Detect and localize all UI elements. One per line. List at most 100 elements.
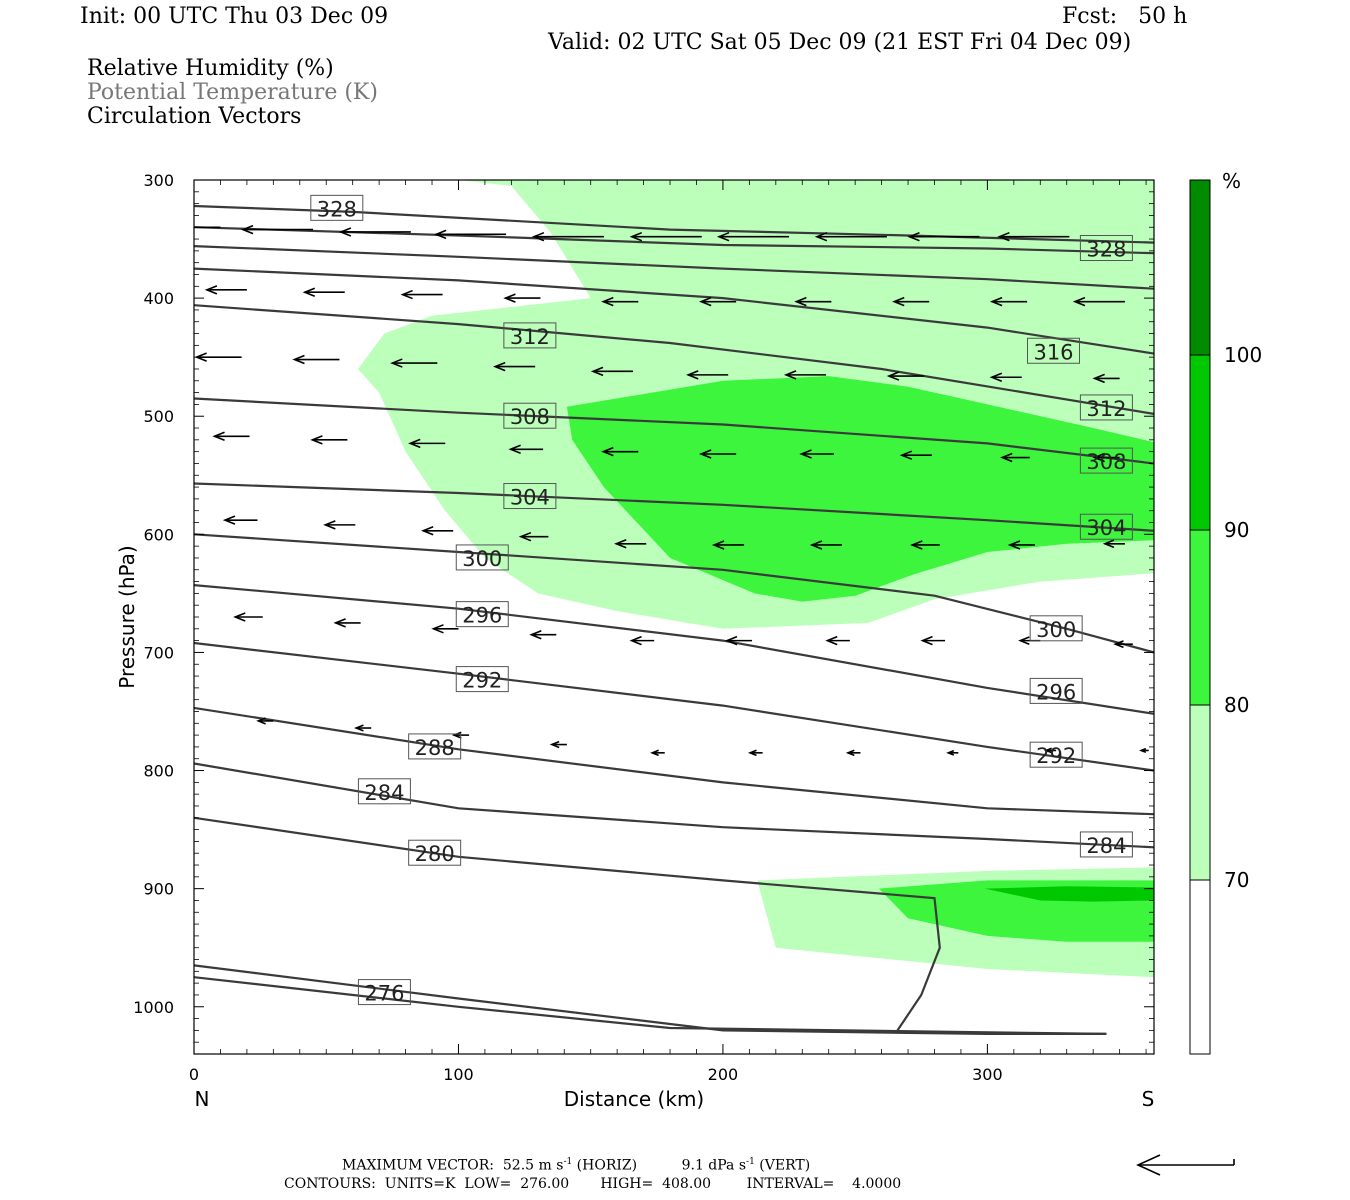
circulation-vector xyxy=(1007,540,1035,550)
theta-contour-292-14 xyxy=(194,641,1154,772)
x-axis-label: Distance (km) xyxy=(564,1087,704,1111)
circulation-vector xyxy=(747,749,763,757)
circulation-vector xyxy=(910,540,940,550)
colorbar-tick-label: 80 xyxy=(1224,693,1249,717)
y-tick-label: 900 xyxy=(143,880,174,899)
circulation-vector xyxy=(892,296,930,307)
circulation-vector xyxy=(529,629,557,640)
circulation-vector xyxy=(629,635,655,646)
theta-contour-300-10 xyxy=(194,533,1154,654)
circulation-vector xyxy=(212,431,250,442)
circulation-vector xyxy=(518,531,549,542)
legend-rh: Relative Humidity (%) xyxy=(87,56,334,81)
theta-label-300: 300 xyxy=(455,544,509,571)
colorbar-tick-label: 100 xyxy=(1224,343,1262,367)
circulation-vector xyxy=(825,635,850,646)
x-end-label-north: N xyxy=(195,1087,210,1111)
colorbar-segment xyxy=(1190,705,1210,880)
circulation-vector xyxy=(451,731,470,739)
theta-label-288: 288 xyxy=(408,733,462,760)
circulation-vector xyxy=(989,372,1022,382)
theta-label-text: 284 xyxy=(1086,834,1126,858)
theta-label-292: 292 xyxy=(1029,741,1083,768)
circulation-vector xyxy=(650,749,665,757)
circulation-vector xyxy=(1092,452,1120,463)
circulation-vector xyxy=(508,444,544,455)
y-tick-label: 1000 xyxy=(133,998,174,1017)
circulation-vector xyxy=(799,449,834,459)
max-vector-label: MAXIMUM VECTOR: xyxy=(342,1157,494,1174)
x-tick-label: 100 xyxy=(443,1065,474,1084)
circulation-vector xyxy=(629,231,702,242)
circulation-vector xyxy=(194,352,242,362)
theta-contour-308-6 xyxy=(194,397,1154,465)
y-axis-label: Pressure (hPa) xyxy=(115,545,139,688)
circulation-vector xyxy=(601,446,639,457)
circulation-vector xyxy=(323,520,356,530)
circulation-vector xyxy=(256,717,274,725)
circulation-vector xyxy=(783,370,827,380)
theta-contour-288-16 xyxy=(194,706,1154,816)
theta-label-296: 296 xyxy=(1029,677,1083,704)
theta-label-text: 316 xyxy=(1033,340,1073,364)
theta-label-276: 276 xyxy=(357,979,411,1006)
theta-contour-328-0 xyxy=(194,204,1154,244)
theta-label-text: 284 xyxy=(364,781,404,805)
circulation-vector xyxy=(1072,296,1125,307)
circulation-vector xyxy=(204,285,247,295)
circulation-vector xyxy=(503,293,541,303)
theta-label-text: 292 xyxy=(462,669,502,693)
colorbar-tick-label: 70 xyxy=(1224,868,1249,892)
circulation-vector xyxy=(408,438,446,449)
circulation-vector xyxy=(698,449,737,459)
circulation-vector xyxy=(433,229,507,240)
circulation-vector xyxy=(431,624,459,634)
theta-label-284: 284 xyxy=(357,778,411,805)
circulation-vector xyxy=(194,226,221,229)
theta-label-304: 304 xyxy=(503,483,557,510)
theta-contour-unlabeled-21 xyxy=(194,976,1107,1035)
max-vector-vert: 9.1 dPa s xyxy=(681,1157,747,1174)
theta-contour-296-12 xyxy=(194,584,1154,715)
valid-time: Valid: 02 UTC Sat 05 Dec 09 (21 EST Fri … xyxy=(548,30,1132,55)
theta-label-300: 300 xyxy=(1029,615,1083,642)
theta-label-text: 300 xyxy=(462,547,502,571)
circulation-vector xyxy=(601,296,639,307)
horiz-exponent: -1 xyxy=(563,1157,573,1167)
max-vector-line: MAXIMUM VECTOR: 52.5 m s-1 (HORIZ) 9.1 d… xyxy=(342,1157,810,1174)
theta-label-text: 308 xyxy=(1086,450,1126,474)
circulation-vector xyxy=(907,231,980,242)
colorbar-tick-label: 90 xyxy=(1224,518,1249,542)
legend-theta: Potential Temperature (K) xyxy=(87,80,378,105)
max-vector-horiz: 52.5 m s xyxy=(502,1157,564,1174)
circulation-vector xyxy=(698,296,737,307)
contour-info: CONTOURS: UNITS=K LOW= 276.00 HIGH= 408.… xyxy=(284,1176,902,1192)
theta-label-text: 312 xyxy=(510,325,550,349)
theta-contour-316-3 xyxy=(194,267,1154,355)
circulation-vector xyxy=(302,287,345,297)
circulation-vector xyxy=(390,358,438,368)
theta-label-312: 312 xyxy=(1079,394,1133,421)
theta-label-text: 296 xyxy=(1036,680,1076,704)
circulation-vector xyxy=(716,231,790,242)
theta-label-text: 308 xyxy=(510,405,550,429)
circulation-vector xyxy=(686,370,729,380)
circulation-vector xyxy=(338,227,411,237)
theta-label-text: 304 xyxy=(1086,516,1126,540)
circulation-vector xyxy=(493,361,536,372)
colorbar-unit: % xyxy=(1222,169,1241,193)
theta-label-text: 300 xyxy=(1036,618,1076,642)
theta-label-text: 288 xyxy=(415,736,455,760)
theta-contour-unlabeled-2 xyxy=(194,245,1154,290)
max-vector-horiz-unit: (HORIZ) xyxy=(572,1157,638,1174)
circulation-vector xyxy=(549,740,567,749)
theta-label-328: 328 xyxy=(310,194,364,221)
circulation-vector xyxy=(310,435,348,445)
circulation-vector xyxy=(1102,539,1125,549)
theta-label-text: 328 xyxy=(317,197,357,221)
theta-label-292: 292 xyxy=(455,666,509,693)
theta-contour-280-19 xyxy=(194,816,941,1032)
x-tick-label: 0 xyxy=(189,1065,199,1084)
circulation-vector xyxy=(845,749,861,757)
